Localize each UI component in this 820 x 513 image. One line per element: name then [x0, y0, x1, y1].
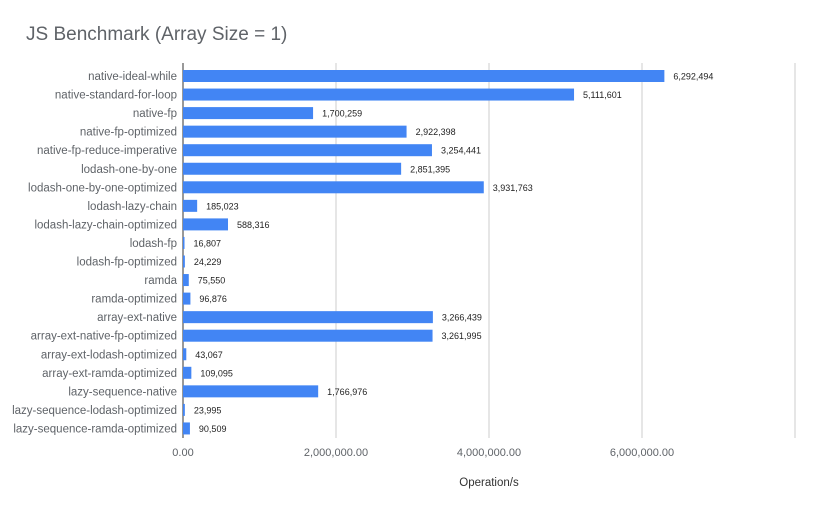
value-label: 185,023: [206, 201, 239, 211]
category-label: lodash-one-by-one-optimized: [28, 182, 177, 194]
value-label: 23,995: [194, 405, 222, 415]
bar: [183, 422, 190, 435]
category-label: lodash-fp: [130, 238, 177, 250]
category-label: lazy-sequence-ramda-optimized: [13, 423, 177, 435]
category-label: lodash-lazy-chain-optimized: [34, 219, 177, 231]
category-label: ramda-optimized: [91, 294, 177, 306]
x-tick-label: 0.00: [172, 447, 193, 459]
bar: [183, 144, 432, 157]
category-label: array-ext-native-fp-optimized: [31, 331, 177, 343]
bar: [183, 311, 433, 324]
category-label: array-ext-native: [97, 312, 177, 324]
value-label: 24,229: [194, 257, 222, 267]
value-label: 3,266,439: [442, 313, 482, 323]
category-label: array-ext-lodash-optimized: [41, 349, 177, 361]
category-label: native-ideal-while: [88, 71, 177, 83]
category-label: native-fp-optimized: [80, 127, 177, 139]
category-label: array-ext-ramda-optimized: [42, 368, 177, 380]
bar: [183, 218, 229, 231]
bar: [183, 274, 189, 287]
value-label: 3,261,995: [442, 331, 482, 341]
chart-title: JS Benchmark (Array Size = 1): [26, 24, 288, 45]
value-label: 588,316: [237, 220, 270, 230]
value-label: 90,509: [199, 424, 227, 434]
value-labels: 6,292,494 5,111,601 1,700,259 2,922,398 3,25…: [194, 72, 714, 434]
value-label: 2,851,395: [410, 164, 450, 174]
bar: [183, 329, 433, 342]
category-label: ramda: [144, 275, 177, 287]
bars: [183, 70, 665, 435]
category-label: lazy-sequence-native: [68, 386, 177, 398]
value-label: 1,700,259: [322, 109, 362, 119]
category-label: native-fp-reduce-imperative: [37, 145, 177, 157]
value-label: 6,292,494: [673, 72, 713, 82]
bar: [183, 403, 185, 416]
category-label: lodash-one-by-one: [81, 164, 177, 176]
bar: [183, 125, 407, 138]
value-label: 3,931,763: [493, 183, 533, 193]
x-tick-label: 6,000,000.00: [610, 447, 674, 459]
value-label: 96,876: [199, 294, 227, 304]
value-label: 75,550: [198, 276, 226, 286]
category-label: lazy-sequence-lodash-optimized: [12, 405, 177, 417]
bar: [183, 255, 185, 268]
gridlines: [182, 63, 796, 438]
value-label: 43,067: [195, 350, 223, 360]
category-label: native-fp: [133, 108, 177, 120]
bar: [183, 181, 484, 194]
x-axis-title: Operation/s: [459, 477, 519, 489]
bar: [183, 70, 665, 82]
bar: [183, 162, 402, 175]
bar: [183, 366, 192, 379]
category-label: lodash-lazy-chain: [88, 201, 178, 213]
value-label: 109,095: [200, 368, 233, 378]
bar: [183, 385, 319, 398]
x-tick-labels: 0.00 2,000,000.00 4,000,000.00 6,000,000.00: [172, 447, 674, 459]
value-label: 3,254,441: [441, 146, 481, 156]
bar: [183, 199, 198, 212]
bar: [183, 107, 314, 120]
x-tick-label: 4,000,000.00: [457, 447, 521, 459]
value-label: 1,766,976: [327, 387, 367, 397]
bar: [183, 292, 191, 305]
value-label: 2,922,398: [416, 127, 456, 137]
x-tick-label: 2,000,000.00: [304, 447, 368, 459]
bar: [183, 236, 185, 249]
bar: [183, 88, 575, 101]
category-label: native-standard-for-loop: [55, 90, 177, 102]
value-label: 5,111,601: [583, 90, 622, 100]
category-labels: native-ideal-while native-standard-for-lo…: [12, 71, 178, 435]
category-label: lodash-fp-optimized: [77, 257, 177, 269]
bar: [183, 348, 187, 361]
value-label: 16,807: [194, 238, 222, 248]
